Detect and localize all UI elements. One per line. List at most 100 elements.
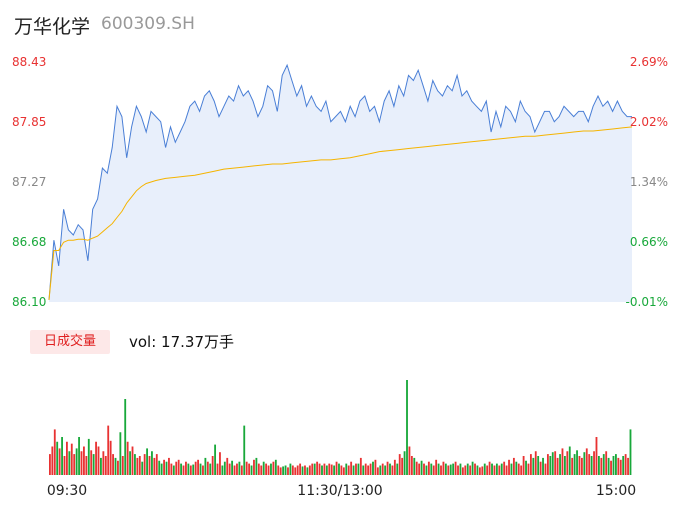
volume-bar <box>629 429 632 475</box>
volume-bar <box>338 463 340 475</box>
volume-bar <box>75 448 78 475</box>
volume-bar <box>384 465 387 475</box>
volume-bar <box>187 463 190 475</box>
volume-bar <box>510 463 513 475</box>
volume-bar <box>551 452 554 475</box>
volume-bar <box>401 457 404 475</box>
volume-bar <box>267 465 270 475</box>
volume-bar <box>146 448 148 475</box>
stock-name: 万华化学 <box>14 16 91 38</box>
volume-bar <box>600 457 603 475</box>
volume-bar <box>459 463 462 475</box>
volume-bar <box>415 461 418 475</box>
volume-bar <box>437 463 440 475</box>
volume-bar <box>359 457 362 475</box>
volume-bar <box>90 450 93 475</box>
volume-bar <box>221 465 224 475</box>
volume-bar <box>316 461 319 475</box>
volume-bar <box>53 429 56 475</box>
volume-bar <box>425 465 428 475</box>
volume-tab[interactable]: 日成交量 <box>30 330 110 354</box>
volume-bar <box>398 454 401 475</box>
volume-bar <box>189 465 192 475</box>
volume-bar <box>461 467 464 475</box>
volume-bar <box>168 457 170 475</box>
volume-bar <box>566 451 569 475</box>
y-tick-right: 0.66% <box>630 235 668 249</box>
volume-bar <box>277 465 280 475</box>
volume-bar <box>617 457 620 475</box>
volume-bar <box>624 454 627 475</box>
volume-bar <box>442 461 445 475</box>
volume-bar <box>141 461 144 475</box>
volume-bar <box>452 463 455 475</box>
volume-bar <box>70 443 73 475</box>
volume-bar <box>138 456 141 475</box>
volume-bar <box>78 437 80 475</box>
volume-bar <box>508 459 510 475</box>
average-price-line <box>48 126 633 300</box>
volume-bar <box>68 451 71 475</box>
volume-bar <box>418 463 421 475</box>
volume-bar <box>87 438 90 475</box>
volume-bar <box>219 452 221 475</box>
volume-bar <box>478 467 481 475</box>
volume-bar <box>83 446 85 475</box>
y-tick-left: 86.10 <box>12 295 46 309</box>
volume-bar <box>549 456 552 475</box>
volume-bar <box>160 463 163 475</box>
volume-bar <box>114 457 117 475</box>
volume-bar <box>369 463 372 475</box>
volume-bar <box>430 463 433 475</box>
volume-bar <box>211 456 214 475</box>
volume-bar <box>321 465 323 475</box>
volume-bar <box>576 450 578 475</box>
volume-bar <box>129 451 131 475</box>
volume-bar <box>104 456 107 475</box>
volume-bar <box>561 448 564 475</box>
volume-bar <box>226 457 229 475</box>
volume-bar <box>342 467 345 475</box>
volume-bar <box>73 454 76 475</box>
volume-bar <box>423 463 425 475</box>
volume-bar <box>323 463 326 475</box>
volume-bar <box>248 463 251 475</box>
y-tick-right: -0.01% <box>626 295 668 309</box>
volume-bar <box>301 466 304 475</box>
volume-bar <box>534 451 537 475</box>
volume-bar <box>325 465 328 475</box>
volume-bar <box>335 461 338 475</box>
volume-bar <box>627 457 629 475</box>
volume-bar <box>590 456 593 475</box>
volume-bar <box>520 465 523 475</box>
volume-bar <box>333 465 336 475</box>
volume-bar <box>61 437 63 475</box>
volume-bar <box>464 465 467 475</box>
volume-bar <box>313 463 316 475</box>
volume-bar <box>272 461 275 475</box>
volume-bar <box>236 463 238 475</box>
volume-bar <box>180 463 183 475</box>
volume-bar <box>605 451 608 475</box>
volume-bar <box>197 459 200 475</box>
volume-bar <box>350 461 353 475</box>
volume-bar <box>391 465 394 475</box>
volume-bar <box>588 454 591 475</box>
volume-bar <box>469 465 472 475</box>
volume-bar <box>170 463 173 475</box>
volume-bar <box>318 463 321 475</box>
volume-bar <box>491 463 493 475</box>
volume-bar <box>444 463 447 475</box>
volume-bar <box>185 461 187 475</box>
volume-bar <box>612 456 615 475</box>
volume-bar <box>374 459 377 475</box>
volume-bar <box>457 465 459 475</box>
volume-bar <box>126 441 129 475</box>
volume-bar <box>155 454 158 475</box>
volume-bar <box>270 463 272 475</box>
volume-bar <box>194 461 197 475</box>
volume-bar <box>51 446 54 475</box>
volume-bar <box>80 451 83 475</box>
volume-bar <box>165 461 168 475</box>
